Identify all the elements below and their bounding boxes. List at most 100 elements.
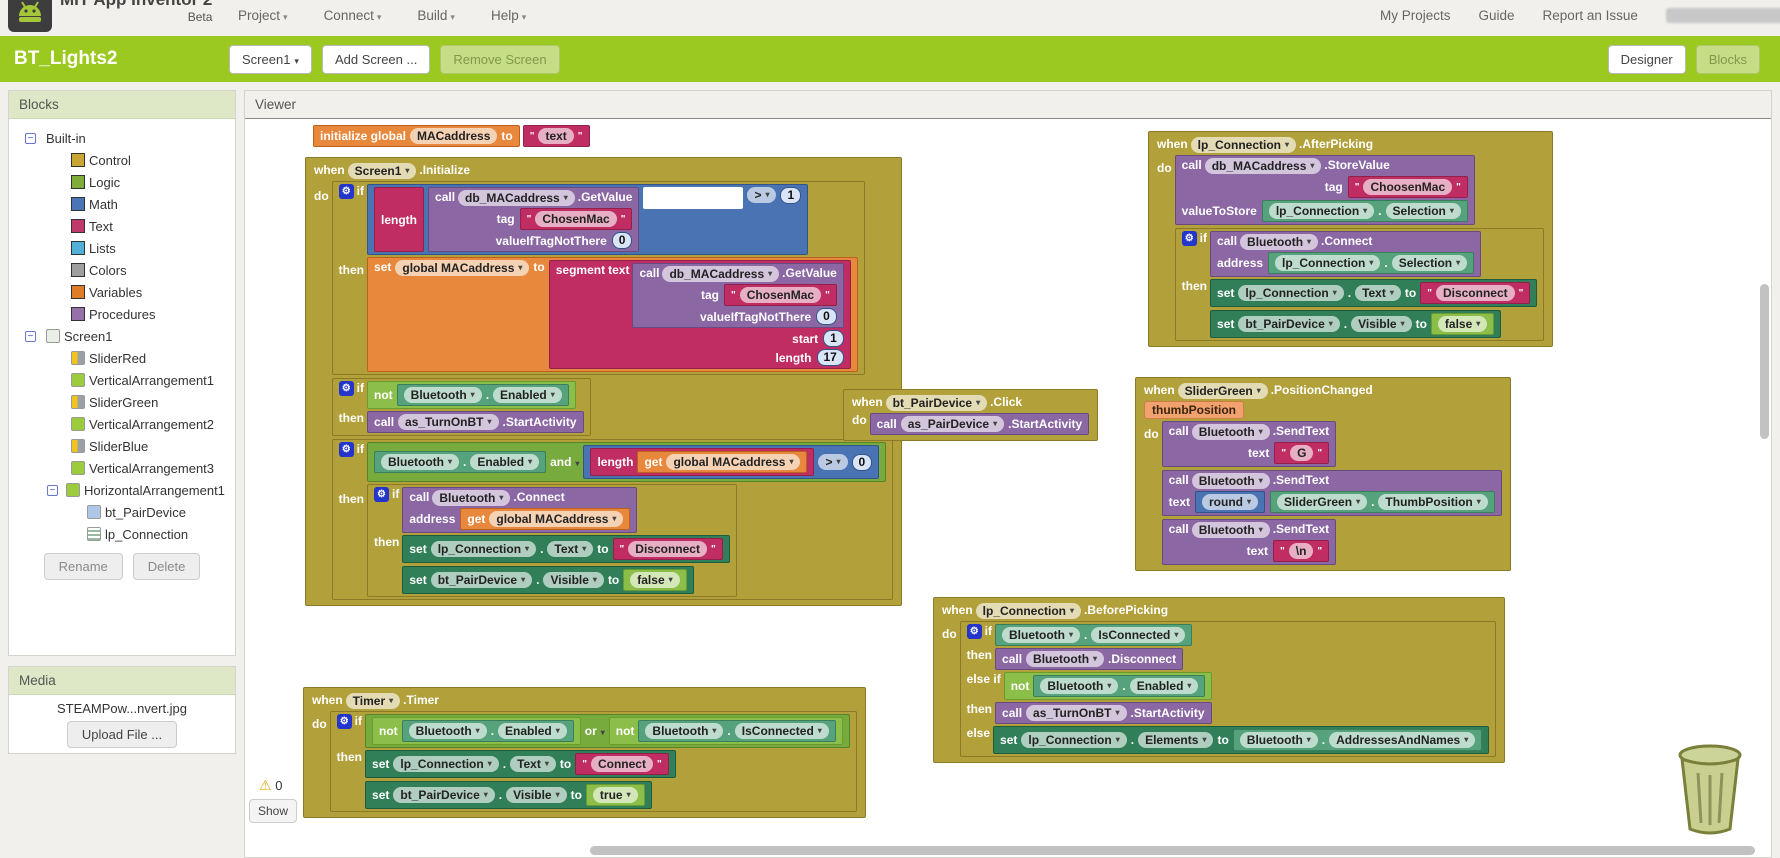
mutator-gear-icon[interactable]: ⚙	[374, 487, 390, 502]
designer-button[interactable]: Designer	[1607, 44, 1686, 74]
property-dropdown[interactable]: Selection	[1391, 255, 1468, 271]
variable-dropdown[interactable]: global MACaddress	[489, 511, 624, 527]
block-length[interactable]: length	[374, 187, 425, 252]
block-get-bt-enabled[interactable]: Bluetooth.Enabled	[374, 451, 547, 473]
component-dropdown[interactable]: bt_PairDevice	[393, 787, 495, 803]
block-number-0[interactable]: 0	[851, 453, 873, 471]
mutator-gear-icon[interactable]: ⚙	[966, 624, 982, 639]
tree-category-math[interactable]: Math	[9, 193, 235, 215]
component-dropdown[interactable]: lp_Connection	[1021, 732, 1127, 748]
property-dropdown[interactable]: IsConnected	[1091, 627, 1186, 643]
block-if-enabled-and-length[interactable]: ⚙if Bluetooth.Enabled and length getglob…	[331, 439, 894, 600]
show-warnings-button[interactable]: Show	[249, 799, 298, 823]
property-dropdown[interactable]: Enabled	[470, 454, 540, 470]
component-dropdown[interactable]: Bluetooth	[432, 490, 511, 506]
screen-selector[interactable]: Screen1 ▾	[229, 44, 312, 74]
block-number-1[interactable]: 1	[780, 187, 802, 204]
block-not[interactable]: not Bluetooth.Enabled	[1003, 672, 1213, 700]
tree-sliderred[interactable]: SliderRed	[9, 347, 235, 369]
tree-category-logic[interactable]: Logic	[9, 171, 235, 193]
block-string-chosenmac[interactable]: " ChosenMac "	[519, 208, 633, 230]
component-dropdown[interactable]: Bluetooth	[1239, 732, 1318, 748]
component-dropdown[interactable]: as_TurnOnBT	[398, 414, 499, 430]
upload-file-button[interactable]: Upload File ...	[66, 721, 178, 748]
component-dropdown[interactable]: bt_PairDevice	[885, 395, 988, 411]
component-dropdown[interactable]: Bluetooth	[381, 454, 460, 470]
block-get-lp-selection[interactable]: lp_Connection.Selection	[1261, 200, 1468, 222]
delete-button[interactable]: Delete	[132, 553, 201, 580]
trash-icon[interactable]	[1670, 741, 1750, 842]
component-dropdown[interactable]: Bluetooth	[1240, 234, 1319, 250]
block-round[interactable]: round	[1195, 491, 1266, 513]
property-dropdown[interactable]: Text	[547, 541, 594, 557]
property-dropdown[interactable]: ThumbPosition	[1378, 494, 1488, 510]
block-string-g[interactable]: " G "	[1274, 442, 1330, 464]
comparator-dropdown[interactable]: >	[747, 187, 777, 203]
vertical-scrollbar[interactable]	[1760, 284, 1769, 439]
tree-lp-connection[interactable]: lp_Connection	[9, 523, 235, 545]
component-dropdown[interactable]: SliderGreen	[1277, 494, 1368, 510]
block-string-connect[interactable]: " Connect "	[575, 753, 669, 775]
component-dropdown[interactable]: Bluetooth	[403, 387, 482, 403]
block-if-not-enabled-or-not-connected[interactable]: ⚙if not Bluetooth.Enabled or not Bluetoo…	[329, 711, 857, 812]
block-logic-false[interactable]: false	[623, 569, 687, 591]
blocks-canvas[interactable]: initialize global MACaddress to " text " whe…	[245, 118, 1771, 857]
component-dropdown[interactable]: Bluetooth	[408, 723, 487, 739]
component-dropdown[interactable]: bt_PairDevice	[1238, 316, 1340, 332]
link-guide[interactable]: Guide	[1478, 7, 1515, 23]
block-string-chosenmac[interactable]: " ChosenMac "	[724, 284, 837, 306]
variable-dropdown[interactable]: global MACaddress	[395, 260, 530, 276]
block-get-global-mac[interactable]: get global MACaddress	[460, 508, 631, 530]
tree-verticalarrangement2[interactable]: VerticalArrangement2	[9, 413, 235, 435]
block-string-text[interactable]: " text "	[522, 125, 590, 147]
block-get-bt-isconnected[interactable]: Bluetooth.IsConnected	[638, 720, 836, 742]
component-dropdown[interactable]: Bluetooth	[1040, 678, 1119, 694]
logic-op-dropdown[interactable]: and	[550, 455, 579, 469]
component-dropdown[interactable]: lp_Connection	[975, 603, 1082, 619]
tree-category-variables[interactable]: Variables	[9, 281, 235, 303]
block-logic-true[interactable]: true	[585, 784, 645, 806]
variable-dropdown[interactable]: global MACaddress	[666, 454, 801, 470]
menu-build[interactable]: Build ▾	[417, 7, 455, 23]
component-dropdown[interactable]: as_PairDevice	[900, 416, 1005, 432]
collapse-icon[interactable]: −	[25, 330, 36, 342]
block-or[interactable]: not Bluetooth.Enabled or not Bluetooth.I…	[365, 714, 850, 748]
block-length[interactable]: length get global MACaddress	[590, 448, 815, 476]
block-not[interactable]: not Bluetooth.IsConnected	[608, 717, 843, 745]
menu-connect[interactable]: Connect ▾	[323, 7, 382, 23]
property-dropdown[interactable]: Selection	[1385, 203, 1461, 219]
block-get-bt-enabled[interactable]: Bluetooth.Enabled	[1033, 675, 1206, 697]
collapse-icon[interactable]: −	[47, 484, 58, 496]
property-dropdown[interactable]: Text	[510, 756, 556, 772]
block-get-thumbposition[interactable]: SliderGreen.ThumbPosition	[1270, 491, 1495, 513]
block-get-bt-enabled[interactable]: Bluetooth.Enabled	[401, 720, 574, 742]
tree-bt-pairdevice[interactable]: bt_PairDevice	[9, 501, 235, 523]
component-dropdown[interactable]: Bluetooth	[1026, 651, 1105, 667]
block-get-global-mac[interactable]: get global MACaddress	[637, 451, 808, 473]
block-string-disconnect[interactable]: " Disconnect "	[1420, 282, 1531, 304]
mutator-gear-icon[interactable]: ⚙	[336, 714, 352, 729]
block-string-choosenmac[interactable]: " ChoosenMac "	[1347, 176, 1468, 198]
block-if-isconnected[interactable]: ⚙if Bluetooth.IsConnected then callBluet…	[959, 621, 1497, 757]
tree-verticalarrangement3[interactable]: VerticalArrangement3	[9, 457, 235, 479]
tree-category-control[interactable]: Control	[9, 149, 235, 171]
tree-screen1[interactable]: − Screen1	[9, 325, 235, 347]
component-dropdown[interactable]: lp_Connection	[1275, 255, 1381, 271]
block-number-0[interactable]: 0	[816, 308, 837, 325]
